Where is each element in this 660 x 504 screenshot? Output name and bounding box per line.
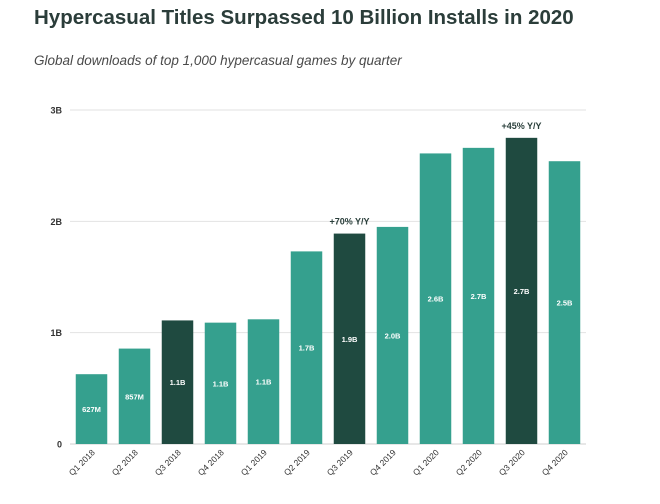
bar-data-label: 1.1B bbox=[213, 379, 229, 388]
x-tick-label: Q3 2020 bbox=[497, 447, 527, 477]
bar-data-label: 2.6B bbox=[428, 295, 444, 304]
x-tick-label: Q2 2018 bbox=[110, 447, 140, 477]
x-tick-label: Q1 2019 bbox=[239, 447, 269, 477]
bar bbox=[247, 319, 280, 444]
bar bbox=[376, 226, 409, 444]
x-tick-label: Q1 2018 bbox=[67, 447, 97, 477]
y-tick-label: 2B bbox=[50, 217, 62, 227]
bar bbox=[75, 374, 108, 444]
bar-data-label: 2.7B bbox=[514, 287, 530, 296]
x-tick-label: Q3 2018 bbox=[153, 447, 183, 477]
bar-annotation: +70% Y/Y bbox=[329, 217, 369, 227]
bar bbox=[118, 348, 151, 444]
bar bbox=[548, 161, 581, 445]
bar bbox=[290, 251, 323, 444]
bar bbox=[462, 147, 495, 444]
x-tick-label: Q1 2020 bbox=[411, 447, 441, 477]
bar-data-label: 1.7B bbox=[299, 344, 315, 353]
bar-data-label: 2.5B bbox=[557, 299, 573, 308]
bar bbox=[333, 233, 366, 444]
bar bbox=[505, 137, 538, 445]
bar-data-label: 1.1B bbox=[170, 378, 186, 387]
x-tick-label: Q4 2018 bbox=[196, 447, 226, 477]
y-tick-label: 0 bbox=[57, 440, 62, 450]
bar-data-label: 2.0B bbox=[385, 331, 401, 340]
y-tick-label: 1B bbox=[50, 328, 62, 338]
bar-data-label: 1.1B bbox=[256, 378, 272, 387]
x-tick-label: Q4 2019 bbox=[368, 447, 398, 477]
bar-data-label: 857M bbox=[125, 392, 144, 401]
x-tick-label: Q3 2019 bbox=[325, 447, 355, 477]
bar-data-label: 1.9B bbox=[342, 335, 358, 344]
bar bbox=[204, 322, 237, 444]
bar bbox=[161, 320, 194, 444]
x-tick-label: Q2 2020 bbox=[454, 447, 484, 477]
chart-title: Hypercasual Titles Surpassed 10 Billion … bbox=[34, 6, 574, 29]
x-tick-label: Q2 2019 bbox=[282, 447, 312, 477]
bar-data-label: 627M bbox=[82, 405, 101, 414]
y-tick-label: 3B bbox=[50, 106, 62, 116]
chart-subtitle: Global downloads of top 1,000 hypercasua… bbox=[34, 53, 402, 68]
bar bbox=[419, 153, 452, 445]
bar-annotation: +45% Y/Y bbox=[501, 121, 541, 131]
x-tick-label: Q4 2020 bbox=[540, 447, 570, 477]
bar-data-label: 2.7B bbox=[471, 292, 487, 301]
